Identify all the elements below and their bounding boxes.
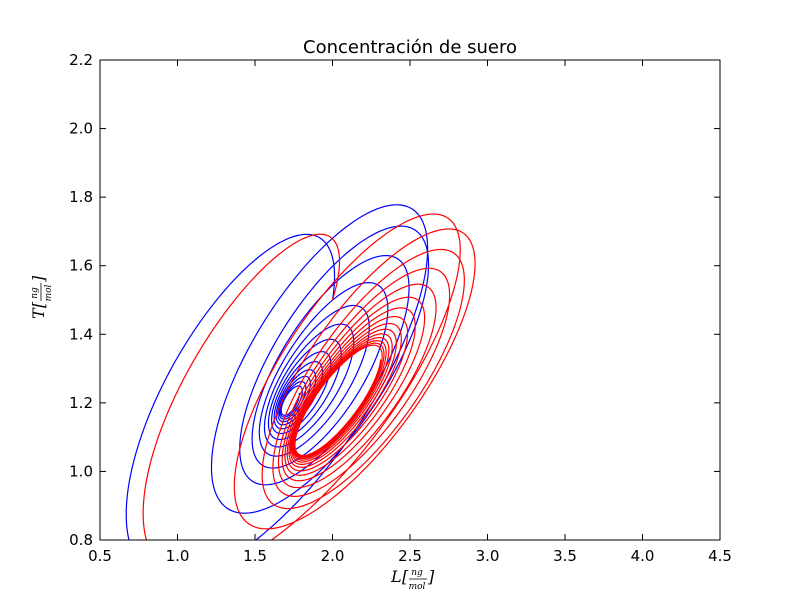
y-axis-label-main: T (29, 307, 48, 319)
y-tick-label-3: 1.4 (69, 325, 93, 343)
x-tick-label-8: 4.5 (708, 547, 732, 565)
x-tick-label-7: 4.0 (631, 547, 655, 565)
x-axis-label: L [ ng mol ] (390, 567, 435, 592)
x-tick-label-1: 1.0 (166, 547, 190, 565)
x-axis-label-open: [ (402, 567, 409, 586)
y-axis-label-close: ] (29, 275, 48, 283)
y-tick-label-4: 1.6 (69, 257, 93, 275)
y-tick-label-5: 1.8 (69, 188, 93, 206)
x-tick-label-6: 3.5 (553, 547, 577, 565)
y-axis-label-numerator: ng (30, 287, 40, 299)
series-line-1 (142, 213, 476, 540)
series-layer (125, 204, 476, 540)
x-axis-label-numerator: ng (411, 568, 423, 578)
y-axis-label-denominator: mol (44, 284, 54, 301)
x-tick-label-5: 3.0 (476, 547, 500, 565)
x-axis-label-main: L (390, 567, 402, 586)
chart-title: Concentración de suero (303, 37, 517, 58)
x-tick-label-2: 1.5 (243, 547, 267, 565)
ticks-layer: 0.5 1.0 1.5 2.0 2.5 3.0 3.5 4.0 4.5 0.8 1.0 1.2 1.4 1… (69, 51, 732, 565)
x-axis-label-denominator: mol (409, 582, 426, 592)
x-tick-label-3: 2.0 (321, 547, 345, 565)
plot-frame (99, 59, 721, 541)
y-tick-label-1: 1.0 (69, 462, 93, 480)
y-tick-label-0: 0.8 (69, 531, 93, 549)
y-axis-label-open: [ (29, 301, 48, 308)
y-axis-label: T [ ng mol ] (29, 275, 54, 319)
x-axis-label-close: ] (427, 567, 435, 586)
y-tick-label-7: 2.2 (69, 51, 93, 69)
x-tick-label-0: 0.5 (88, 547, 112, 565)
series-line-0 (125, 204, 430, 540)
x-tick-label-4: 2.5 (398, 547, 422, 565)
y-tick-label-6: 2.0 (69, 120, 93, 138)
y-tick-label-2: 1.2 (69, 394, 93, 412)
